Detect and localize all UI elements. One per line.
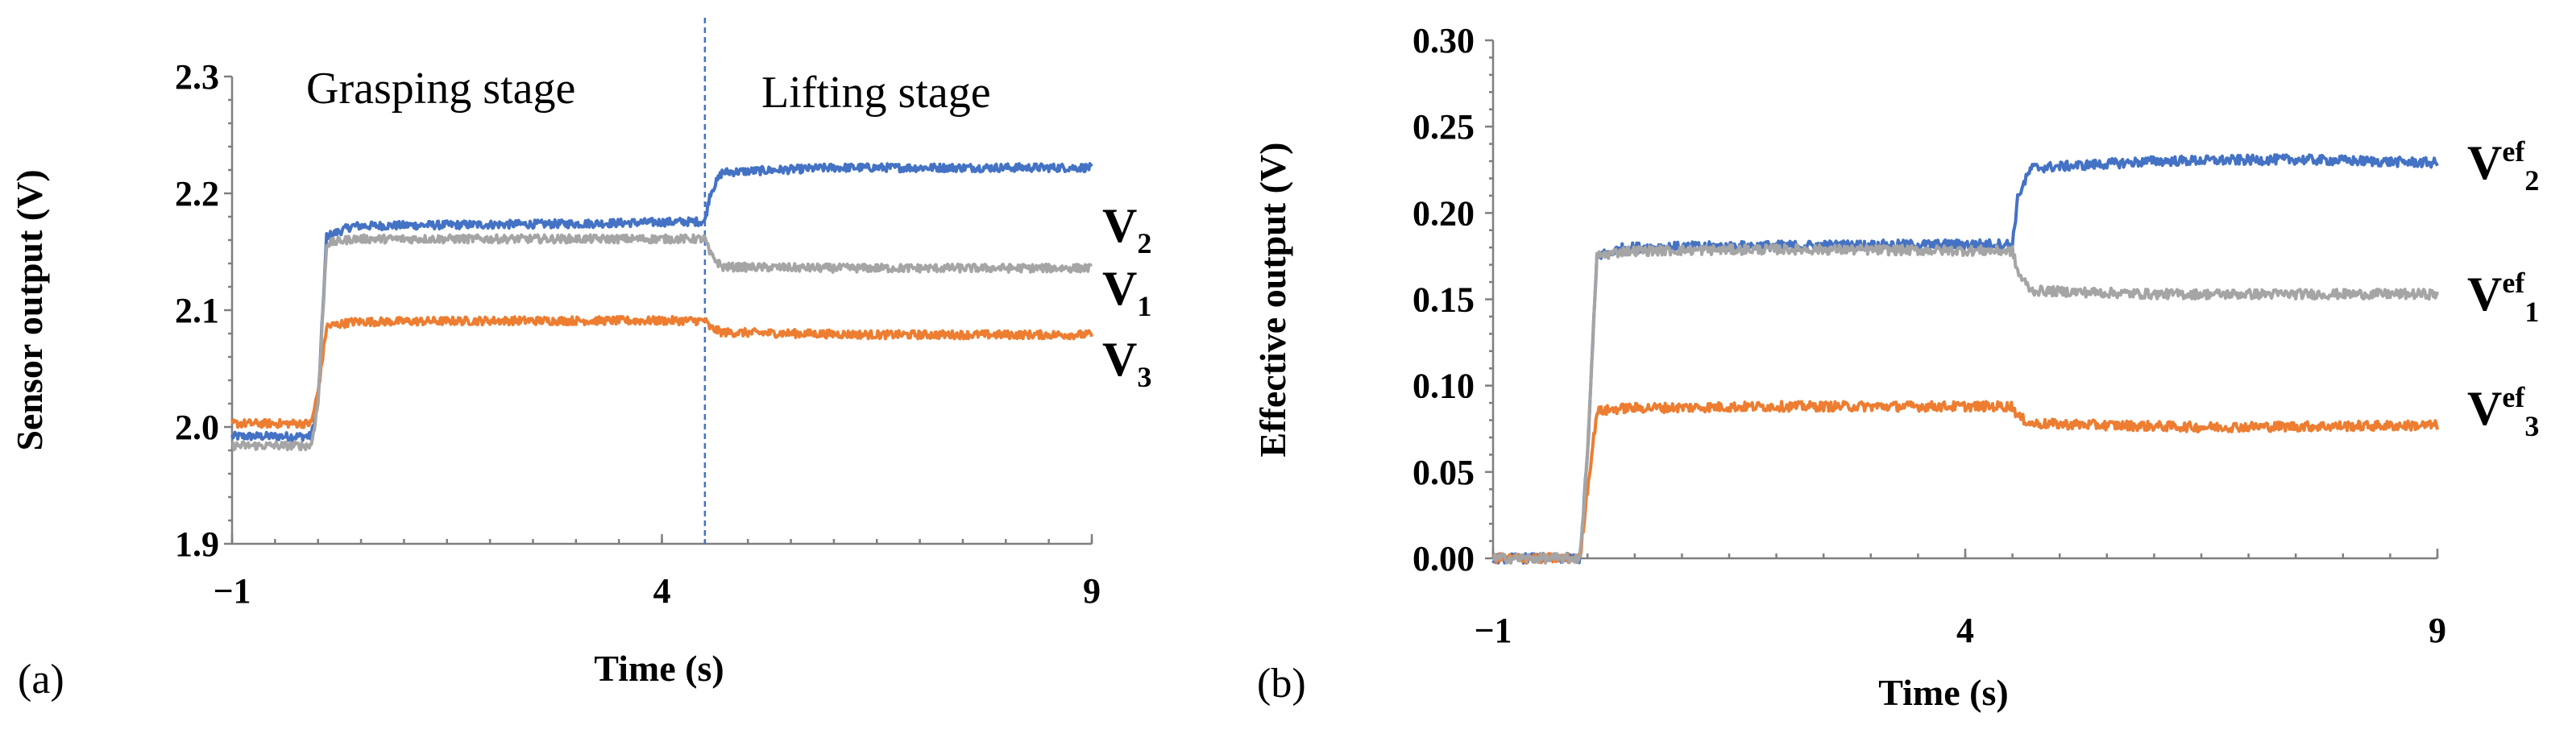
chart-b-x-tick-label: 4 <box>1956 611 1974 650</box>
series-label-vef2: Vef2 <box>2467 135 2539 197</box>
chart-b-series-vef1 <box>1492 242 2439 565</box>
chart-b-y-tick-label: 0.00 <box>1412 539 1475 578</box>
chart-b-x-tick-label: 9 <box>2429 611 2446 650</box>
chart-a-y-tick-label: 2.2 <box>175 174 219 213</box>
annotation-lifting-stage: Lifting stage <box>761 68 991 118</box>
chart-a: 1.9 2.0 2.1 2.2 2.3 −1 4 9 Grasping stage Lifti… <box>9 18 1151 703</box>
chart-b-x-tick-label: −1 <box>1474 611 1512 650</box>
chart-b-y-label: Effective output (V) <box>1252 143 1293 458</box>
chart-b-y-tick-label: 0.25 <box>1412 107 1475 147</box>
chart-a-y-tick-label: 2.3 <box>175 57 219 97</box>
chart-a-series-v1 <box>231 233 1093 452</box>
chart-a-y-tick-label: 2.0 <box>175 408 219 447</box>
chart-a-x-tick-label: 4 <box>653 571 671 611</box>
series-label-v2: V2 <box>1102 199 1151 259</box>
chart-b-y-tick-label: 0.15 <box>1412 280 1475 320</box>
series-label-vef3: Vef3 <box>2467 381 2539 442</box>
series-label-v3: V3 <box>1102 333 1151 393</box>
chart-a-x-label: Time (s) <box>594 648 724 689</box>
chart-a-series-v2 <box>230 162 1093 442</box>
chart-a-x-tick-label: 9 <box>1083 571 1101 611</box>
chart-a-x-tick-label: −1 <box>213 571 251 611</box>
chart-a-y-tick-label: 1.9 <box>175 524 219 564</box>
series-label-v1: V1 <box>1102 262 1151 322</box>
chart-b-y-tick-label: 0.30 <box>1412 21 1475 60</box>
annotation-grasping-stage: Grasping stage <box>306 64 575 114</box>
chart-b-y-tick-label: 0.10 <box>1412 367 1475 406</box>
chart-b-y-tick-label: 0.20 <box>1412 193 1475 233</box>
panel-label-b: (b) <box>1257 661 1306 707</box>
chart-b-series-vef2 <box>1491 153 2439 565</box>
chart-b-x-label: Time (s) <box>1878 672 2008 713</box>
chart-b: 0.00 0.05 0.10 0.15 0.20 0.25 0.30 −1 4 9 Vef2 Ve… <box>1252 21 2539 713</box>
chart-b-series-vef3 <box>1491 400 2439 565</box>
panel-label-a: (a) <box>18 657 64 703</box>
chart-a-y-label: Sensor output (V) <box>9 169 50 450</box>
chart-a-series-v3 <box>230 315 1093 429</box>
chart-b-y-tick-label: 0.05 <box>1412 453 1475 492</box>
series-label-vef1: Vef1 <box>2467 267 2539 328</box>
chart-a-y-tick-label: 2.1 <box>175 291 219 330</box>
